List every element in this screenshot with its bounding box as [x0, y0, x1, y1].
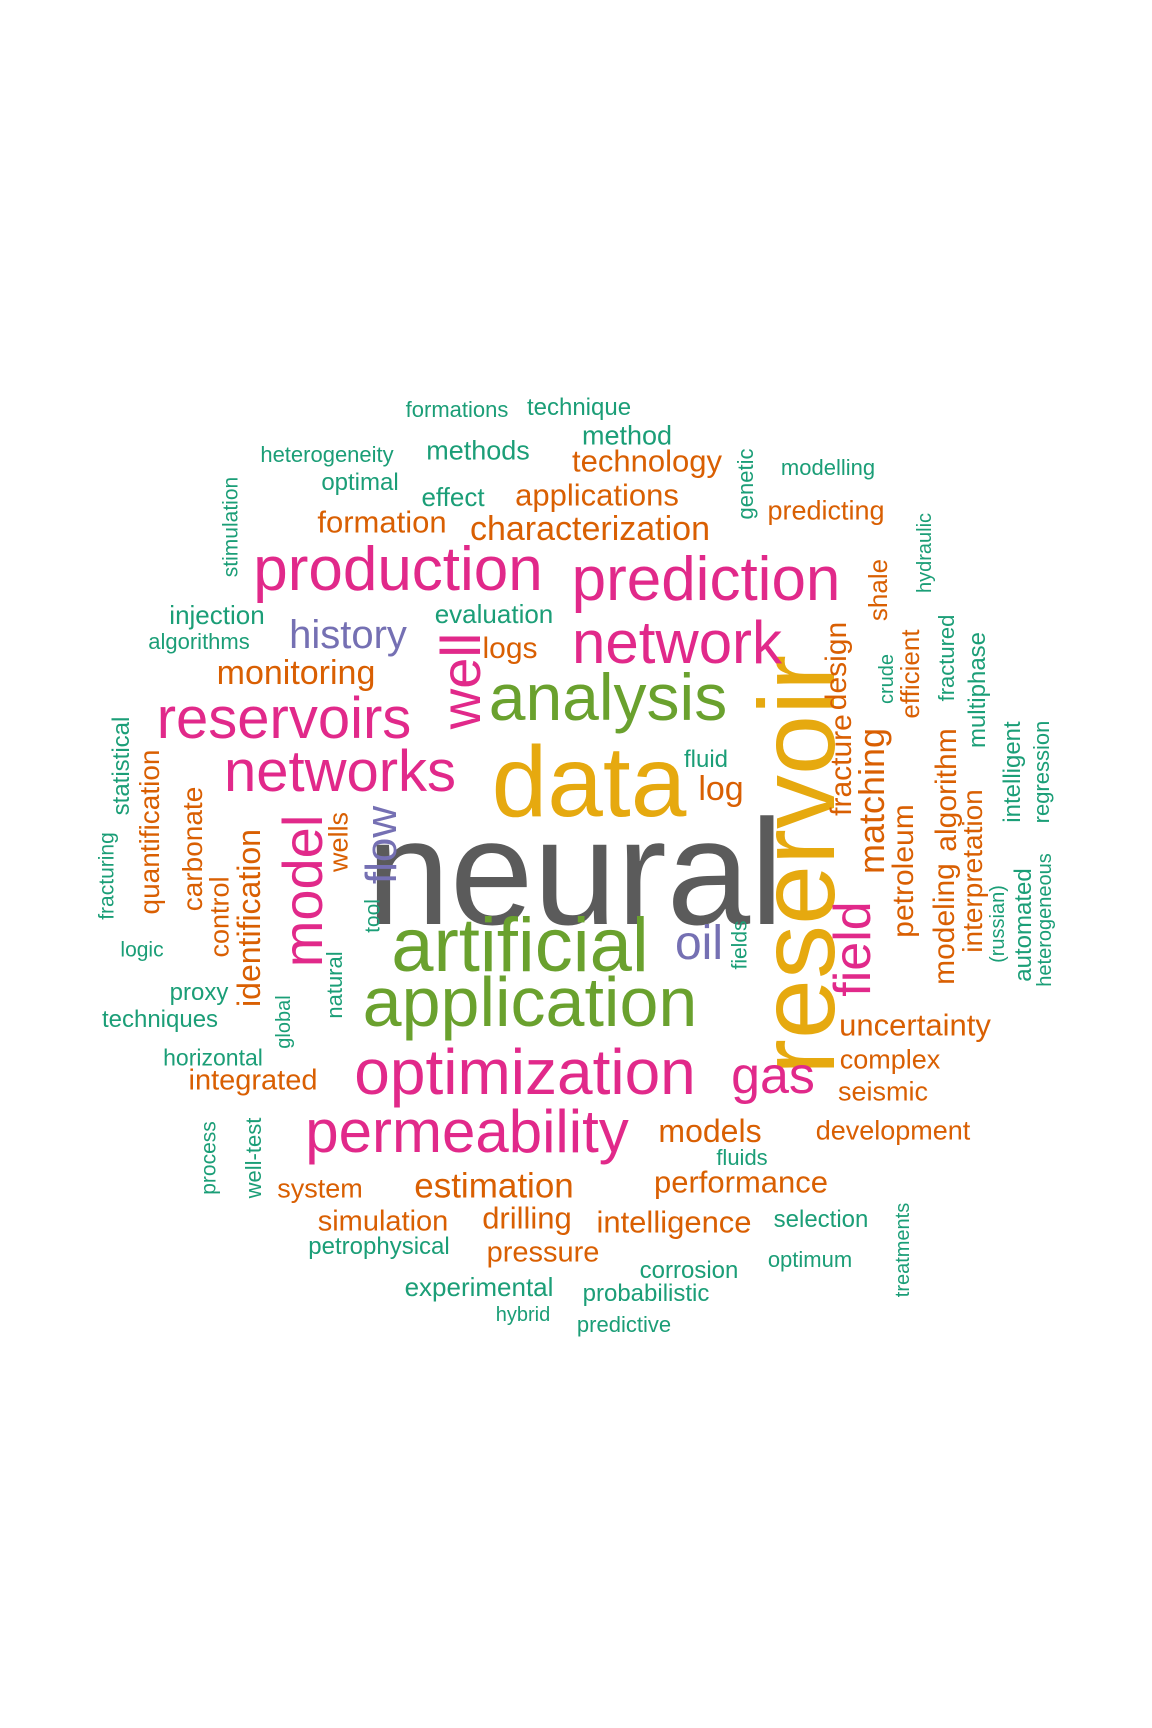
word-tool: tool [361, 899, 385, 933]
word-optimization: optimization [354, 1036, 696, 1108]
word-treatments: treatments [892, 1202, 914, 1298]
word-selection: selection [773, 1206, 869, 1233]
word-networks: networks [223, 739, 457, 804]
word-proxy: proxy [169, 979, 229, 1006]
word-formation: formation [317, 504, 447, 540]
word-analysis: analysis [488, 660, 728, 734]
word-design: design [820, 621, 853, 711]
word-techniques: techniques [101, 1006, 219, 1033]
word-process: process [197, 1121, 221, 1195]
word-experimental: experimental [404, 1272, 554, 1302]
word-application: application [362, 963, 698, 1041]
word-well: well [429, 632, 492, 730]
word-formations: formations [405, 397, 509, 422]
word-development: development [815, 1115, 971, 1146]
word-modelling: modelling [780, 455, 876, 480]
word-modeling: modeling [928, 863, 961, 985]
word-logic: logic [120, 938, 164, 962]
word-stimulation: stimulation [219, 476, 243, 578]
word-optimal: optimal [321, 469, 399, 496]
word-control: control [204, 876, 235, 958]
word-data: data [491, 726, 687, 838]
word-simulation: simulation [317, 1205, 449, 1238]
word-crude: crude [876, 653, 898, 705]
word-effect: effect [421, 482, 485, 512]
word-method: method [581, 420, 673, 451]
word-genetic: genetic [733, 448, 758, 520]
word-models: models [658, 1113, 762, 1149]
word-global: global [273, 995, 295, 1049]
word-uncertainty: uncertainty [839, 1007, 991, 1043]
word-heterogeneity: heterogeneity [260, 442, 394, 467]
word-probabilistic: probabilistic [582, 1280, 710, 1307]
word-predictive: predictive [576, 1312, 672, 1337]
word-gas: gas [731, 1047, 815, 1105]
word-reservoirs: reservoirs [156, 686, 412, 751]
word-evaluation: evaluation [434, 599, 554, 629]
word-integrated: integrated [188, 1064, 318, 1097]
word-petrophysical: petrophysical [308, 1233, 450, 1260]
word-heterogeneous: heterogeneous [1034, 853, 1056, 987]
word-fields: fields [728, 920, 752, 970]
word-field: field [824, 901, 882, 997]
word-hydraulic: hydraulic [914, 512, 936, 594]
word-corrosion: corrosion [639, 1257, 739, 1284]
word-automated: automated [1010, 868, 1037, 982]
word-estimation: estimation [414, 1166, 574, 1206]
word-log: log [698, 770, 744, 808]
word-production: production [253, 535, 543, 604]
word-permeability: permeability [305, 1098, 629, 1165]
word-regression: regression [1029, 720, 1054, 824]
word-drilling: drilling [482, 1200, 572, 1236]
word-monitoring: monitoring [216, 654, 376, 692]
word-natural: natural [322, 951, 347, 1019]
word-carbonate: carbonate [177, 786, 208, 912]
word-applications: applications [515, 477, 679, 513]
word-neural: neural [366, 788, 784, 956]
word-horizontal: horizontal [163, 1044, 263, 1071]
word-fluid: fluid [683, 746, 729, 773]
word-fluids: fluids [716, 1145, 768, 1170]
word-well-test: well-test [241, 1117, 266, 1199]
word-petroleum: petroleum [887, 804, 920, 938]
word-optimum: optimum [767, 1247, 853, 1272]
word-intelligent: intelligent [999, 721, 1026, 823]
word-interpretation: interpretation [957, 789, 988, 953]
word-efficient: efficient [895, 629, 925, 719]
word-pressure: pressure [486, 1236, 600, 1269]
word-multiphase: multiphase [964, 631, 991, 749]
word-predicting: predicting [767, 495, 885, 526]
word-algorithms: algorithms [148, 629, 250, 654]
word-russian: (russian) [987, 885, 1009, 963]
word-seismic: seismic [837, 1076, 929, 1107]
word-performance: performance [653, 1164, 829, 1200]
word-quantification: quantification [134, 749, 165, 915]
word-complex: complex [839, 1044, 941, 1075]
word-fracturing: fracturing [95, 832, 119, 920]
word-intelligence: intelligence [596, 1204, 752, 1240]
word-logs: logs [482, 632, 538, 665]
word-technique: technique [526, 394, 632, 421]
word-prediction: prediction [571, 545, 841, 614]
word-injection: injection [169, 600, 265, 630]
word-methods: methods [426, 435, 530, 466]
word-flow: flow [357, 805, 406, 885]
word-identification: identification [231, 829, 267, 1007]
word-technology: technology [572, 443, 722, 479]
word-system: system [277, 1173, 363, 1204]
word-artificial: artificial [391, 903, 649, 988]
word-oil: oil [674, 917, 724, 970]
word-matching: matching [851, 727, 892, 875]
word-network: network [571, 609, 783, 676]
word-characterization: characterization [469, 510, 711, 548]
word-hybrid: hybrid [495, 1304, 551, 1326]
word-history: history [289, 613, 407, 657]
word-fractured: fractured [934, 614, 959, 702]
word-wells: wells [323, 811, 354, 873]
word-shale: shale [863, 558, 893, 622]
word-statistical: statistical [108, 716, 135, 816]
